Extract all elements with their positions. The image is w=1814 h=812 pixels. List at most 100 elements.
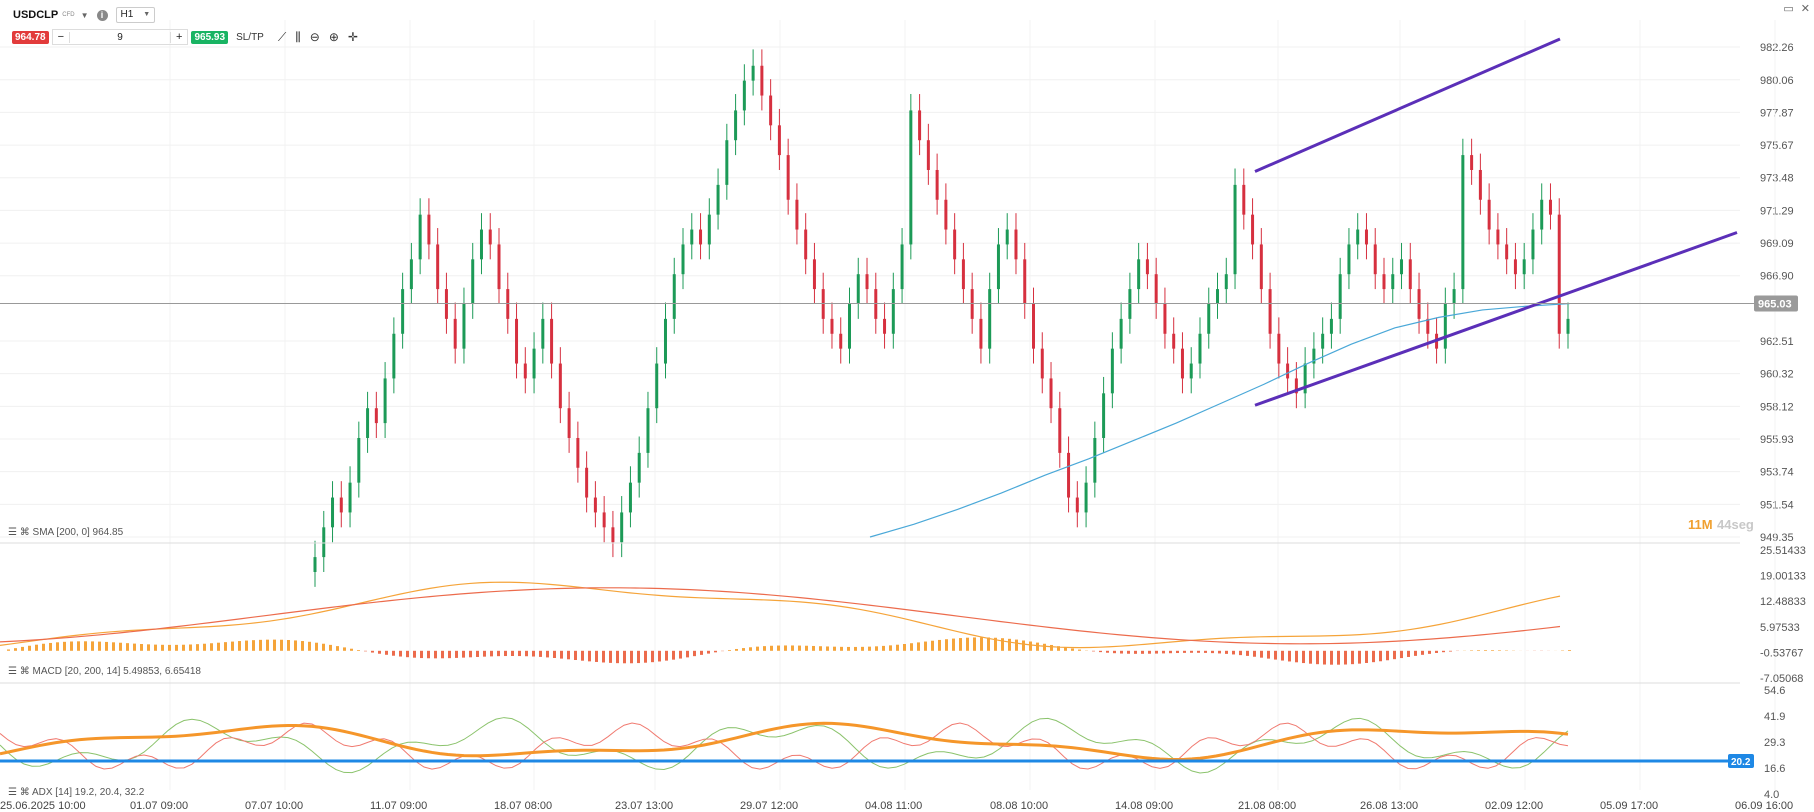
macd-histogram-bar: [924, 641, 927, 651]
macd-histogram-bar: [693, 650, 696, 657]
macd-histogram-bar: [903, 643, 906, 651]
macd-histogram-bar: [553, 650, 556, 658]
macd-histogram-bar: [1358, 650, 1361, 664]
upper-channel-line: [1254, 37, 1561, 173]
macd-histogram-bar: [1267, 650, 1270, 659]
macd-histogram-bar: [231, 641, 234, 651]
macd-tick-label: 12.48833: [1760, 596, 1806, 608]
candle-body: [953, 229, 957, 260]
sltp-button[interactable]: SL/TP: [236, 31, 264, 43]
candle-body: [374, 408, 378, 424]
crosshair-icon[interactable]: ✛: [347, 30, 358, 44]
macd-histogram-bar: [1036, 642, 1039, 651]
macd-histogram-bar: [14, 648, 17, 651]
macd-histogram-bar: [1274, 650, 1277, 660]
macd-histogram-bar: [462, 650, 465, 658]
chevron-down-icon[interactable]: ▼: [80, 10, 89, 20]
macd-histogram-bar: [546, 650, 549, 658]
sma-indicator-label: ☰ ⌘ SMA [200, 0] 964.85: [8, 527, 124, 538]
macd-tick-label: -7.05068: [1760, 673, 1803, 685]
macd-histogram-bar: [770, 645, 773, 651]
candle-body: [742, 80, 746, 111]
time-tick-label: 06.09 16:00: [1735, 800, 1793, 812]
macd-histogram-bar: [917, 642, 920, 651]
candle-body: [576, 437, 580, 468]
candle-body: [550, 318, 554, 364]
timeframe-select[interactable]: H1 ▼: [115, 7, 156, 23]
macd-histogram-bar: [959, 638, 962, 651]
price-tick-label: 951.54: [1760, 499, 1794, 511]
price-tick-label: 949.35: [1760, 532, 1794, 544]
macd-histogram-bar: [994, 637, 997, 651]
macd-histogram-bar: [1295, 650, 1298, 663]
macd-histogram-bar: [504, 650, 507, 657]
candle-body: [690, 229, 694, 245]
macd-histogram-bar: [679, 650, 682, 659]
buy-price-button[interactable]: 965.93: [191, 30, 229, 44]
zoom-in-icon[interactable]: ⊕: [328, 30, 339, 44]
decrement-button[interactable]: −: [57, 31, 65, 43]
candle-body: [1470, 155, 1474, 170]
macd-histogram-bar: [21, 646, 24, 651]
macd-histogram-bar: [581, 650, 584, 661]
candle-body: [900, 244, 904, 290]
macd-histogram-bar: [658, 650, 661, 662]
candle-body: [1312, 348, 1316, 364]
candle-body: [918, 110, 922, 141]
candle-body: [1513, 259, 1517, 275]
minimize-icon[interactable]: ▭: [1783, 3, 1794, 15]
macd-histogram-bar: [1407, 650, 1410, 657]
candle-body: [409, 259, 413, 290]
macd-histogram-bar: [140, 644, 143, 651]
macd-histogram-bar: [1246, 650, 1249, 656]
candle-body: [1102, 393, 1106, 438]
info-icon[interactable]: i: [96, 9, 108, 21]
quantity-stepper[interactable]: − 9 +: [51, 29, 189, 45]
cfd-badge: CFD: [62, 12, 75, 18]
macd-histogram-bar: [1183, 650, 1186, 653]
candle-body: [725, 140, 729, 185]
candle-body: [401, 289, 405, 334]
sell-price-button[interactable]: 964.78: [12, 30, 49, 44]
macd-histogram-bar: [1337, 650, 1340, 665]
zoom-out-icon[interactable]: ⊖: [309, 30, 320, 44]
macd-histogram-bar: [672, 650, 675, 660]
macd-histogram-bar: [301, 641, 304, 651]
trade-bar: 964.78 − 9 + 965.93 SL/TP ⟋ ⫼ ⊖ ⊕ ✛: [12, 29, 358, 45]
macd-histogram-bar: [420, 650, 423, 659]
macd-histogram-bar: [161, 644, 164, 651]
price-tick-label: 977.87: [1760, 107, 1794, 119]
increment-button[interactable]: +: [176, 31, 183, 43]
macd-histogram-bar: [210, 643, 213, 651]
macd-histogram-bar: [1414, 650, 1417, 656]
chevron-down-icon: ▼: [143, 11, 151, 18]
candle-body: [1487, 199, 1491, 230]
candle-body: [655, 363, 659, 409]
macd-histogram-bar: [1120, 650, 1123, 654]
candles-icon[interactable]: ⫼: [295, 29, 301, 44]
macd-histogram-bar: [791, 645, 794, 651]
macd-histogram-bar: [63, 641, 66, 651]
macd-histogram-bar: [490, 650, 493, 657]
line-chart-icon[interactable]: ⟋: [277, 29, 287, 44]
macd-histogram-bar: [1344, 650, 1347, 665]
candle-body: [1014, 229, 1018, 260]
time-tick-label: 04.08 11:00: [865, 800, 922, 812]
macd-histogram-bar: [875, 646, 878, 651]
macd-histogram-bar: [413, 650, 416, 658]
adx-plus-di-line: [0, 717, 1569, 774]
macd-histogram-bar: [497, 650, 500, 657]
candle-body: [1180, 348, 1184, 379]
candle-body: [707, 214, 711, 245]
macd-histogram-bar: [1050, 644, 1053, 651]
candle-body: [1382, 274, 1386, 290]
countdown-minutes: 11M: [1688, 517, 1713, 532]
candle-body: [1356, 229, 1360, 245]
quantity-input[interactable]: 9: [69, 31, 172, 43]
candle-body: [1154, 274, 1158, 304]
close-icon[interactable]: ✕: [1800, 3, 1810, 15]
candle-body: [392, 333, 396, 379]
symbol-name[interactable]: USDCLP: [13, 9, 59, 21]
price-tick-label: 975.67: [1760, 140, 1794, 152]
